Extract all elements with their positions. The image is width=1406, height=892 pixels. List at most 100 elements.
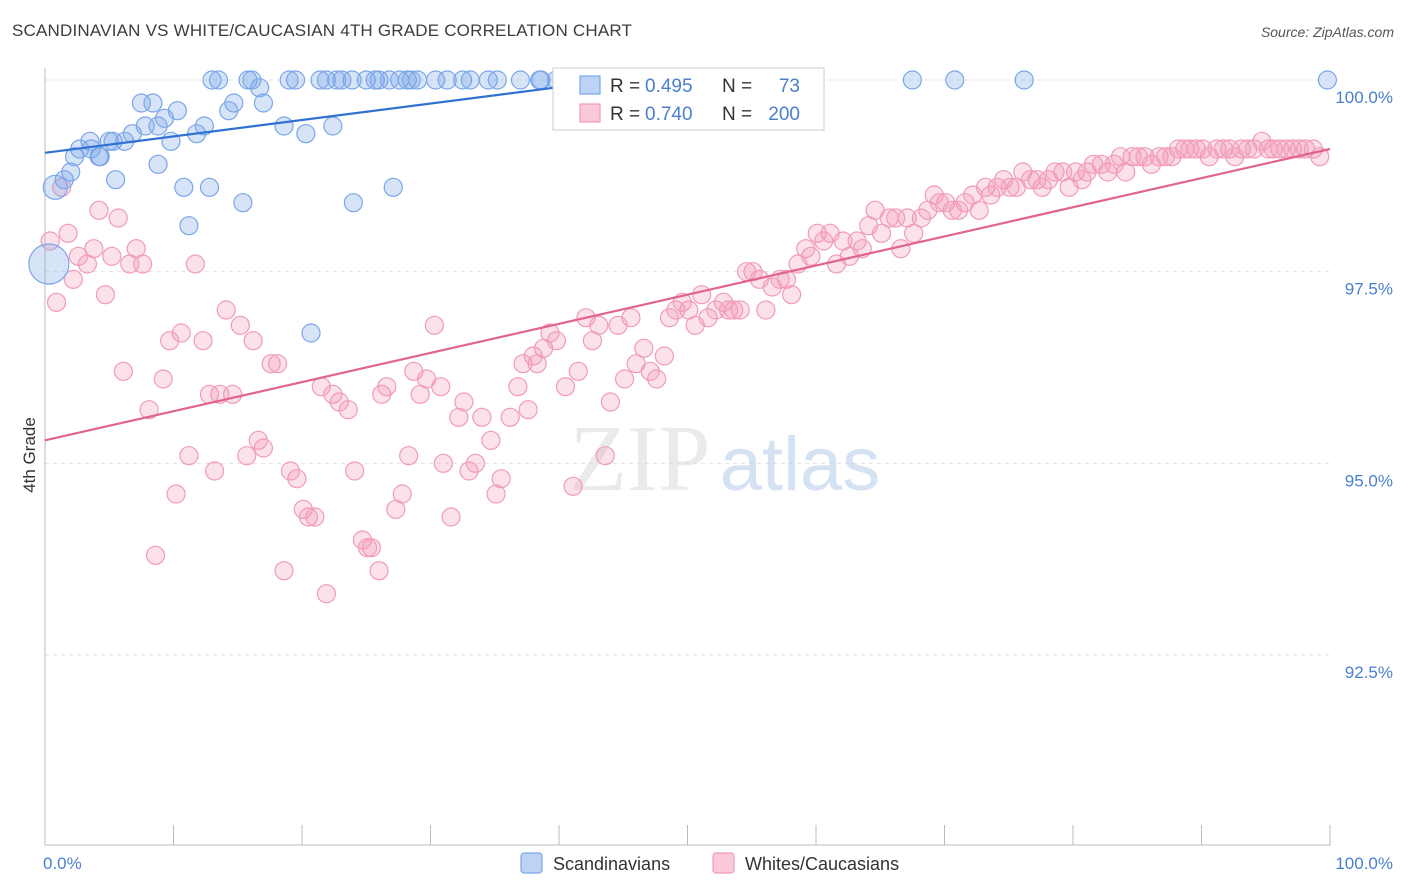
- point-white-caucasian: [614, 369, 635, 389]
- point-scandinavian: [202, 70, 222, 90]
- point-white-caucasian: [654, 346, 674, 366]
- point-white-caucasian: [205, 461, 225, 481]
- point-scandinavian: [131, 93, 151, 113]
- point-white-caucasian: [243, 331, 263, 351]
- point-white-caucasian: [491, 469, 511, 489]
- point-white-caucasian: [399, 446, 419, 466]
- point-white-caucasian: [216, 300, 236, 320]
- point-white-caucasian: [640, 361, 660, 381]
- point-white-caucasian: [776, 269, 797, 289]
- point-scandinavian: [327, 70, 347, 90]
- point-white-caucasian: [1000, 177, 1020, 197]
- point-white-caucasian: [634, 338, 654, 358]
- point-white-caucasian: [518, 400, 538, 420]
- point-white-caucasian: [621, 308, 641, 328]
- x-tick-labels: 0.0% 100.0%: [43, 854, 1393, 873]
- point-white-caucasian: [730, 300, 750, 320]
- point-white-caucasian: [274, 561, 294, 581]
- x-tick-label-max: 100.0%: [1335, 854, 1393, 873]
- point-white-caucasian: [1252, 131, 1272, 151]
- source-credit: Source: ZipAtlas.com: [1260, 24, 1394, 40]
- y-tick-label: 92.5%: [1345, 663, 1393, 682]
- point-white-caucasian: [454, 392, 474, 412]
- legend-swatch-white: [579, 103, 601, 123]
- point-white-caucasian: [449, 407, 469, 427]
- point-white-caucasian: [1045, 162, 1065, 182]
- point-white-caucasian: [84, 239, 104, 259]
- series-legend-label-scandinavians: Scandinavians: [553, 854, 670, 874]
- point-white-caucasian: [298, 507, 319, 527]
- point-scandinavian: [460, 70, 480, 90]
- watermark-atlas: atlas: [720, 422, 881, 507]
- point-white-caucasian: [392, 484, 412, 504]
- point-white-caucasian: [781, 285, 802, 305]
- point-scandinavian: [453, 70, 473, 90]
- legend-r-value-2: 0.740: [645, 104, 693, 125]
- point-white-caucasian: [1135, 147, 1155, 167]
- point-scandinavian: [902, 70, 922, 90]
- point-scandinavian: [408, 70, 428, 90]
- point-white-caucasian: [377, 377, 397, 397]
- point-white-caucasian: [724, 300, 744, 320]
- point-scandinavian: [148, 154, 168, 174]
- point-scandinavian: [54, 170, 74, 190]
- point-scandinavian: [401, 70, 421, 90]
- point-white-caucasian: [431, 377, 451, 397]
- point-white-caucasian: [166, 484, 186, 504]
- point-scandinavian: [208, 70, 229, 90]
- point-scandinavian: [194, 116, 214, 136]
- point-white-caucasian: [441, 507, 461, 527]
- point-white-caucasian: [193, 331, 213, 351]
- point-white-caucasian: [513, 354, 533, 374]
- point-white-caucasian: [145, 545, 166, 565]
- point-white-caucasian: [361, 538, 381, 558]
- point-white-caucasian: [1289, 139, 1309, 159]
- point-scandinavian: [945, 70, 965, 90]
- legend-n-value-2: 200: [768, 104, 800, 125]
- point-white-caucasian: [886, 208, 906, 228]
- point-white-caucasian: [179, 446, 199, 466]
- point-white-caucasian: [595, 446, 615, 466]
- point-white-caucasian: [949, 200, 969, 220]
- point-white-caucasian: [1244, 139, 1264, 159]
- point-scandinavian: [383, 177, 403, 197]
- point-white-caucasian: [540, 323, 560, 343]
- point-white-caucasian: [171, 323, 191, 343]
- point-white-caucasian: [113, 361, 133, 381]
- point-white-caucasian: [756, 300, 776, 320]
- point-white-caucasian: [472, 407, 492, 427]
- point-white-caucasian: [481, 430, 501, 450]
- point-white-caucasian: [46, 292, 67, 312]
- point-scandinavian: [310, 70, 330, 90]
- point-white-caucasian: [316, 584, 337, 604]
- point-white-caucasian: [568, 361, 588, 381]
- series-legend: Scandinavians Whites/Caucasians: [520, 852, 899, 874]
- point-white-caucasian: [89, 200, 109, 220]
- point-white-caucasian: [237, 446, 257, 466]
- point-white-caucasian: [871, 223, 892, 243]
- point-scandinavian: [233, 193, 253, 213]
- point-white-caucasian: [253, 438, 274, 458]
- point-white-caucasian: [465, 453, 486, 473]
- point-white-caucasian: [433, 453, 453, 473]
- point-white-caucasian: [600, 392, 621, 412]
- y-axis-title: 4th Grade: [20, 417, 39, 493]
- point-scandinavian: [103, 131, 123, 151]
- legend-r-value-1: 0.495: [645, 76, 693, 97]
- point-scandinavian: [342, 70, 362, 90]
- series-legend-swatch-whites: [712, 852, 735, 874]
- legend-swatch-scandinavian: [579, 75, 601, 95]
- point-white-caucasian: [589, 315, 609, 335]
- point-white-caucasian: [911, 208, 931, 228]
- series-legend-swatch-scandinavians: [520, 852, 543, 874]
- point-white-caucasian: [133, 254, 153, 274]
- point-scandinavian: [199, 177, 220, 197]
- point-scandinavian: [274, 116, 294, 136]
- point-scandinavian: [106, 170, 126, 190]
- point-scandinavian: [179, 216, 199, 236]
- point-white-caucasian: [40, 231, 60, 251]
- point-white-caucasian: [280, 461, 301, 481]
- trend-line-scandinavian: [44, 82, 585, 154]
- point-white-caucasian: [223, 384, 243, 404]
- point-white-caucasian: [305, 507, 325, 527]
